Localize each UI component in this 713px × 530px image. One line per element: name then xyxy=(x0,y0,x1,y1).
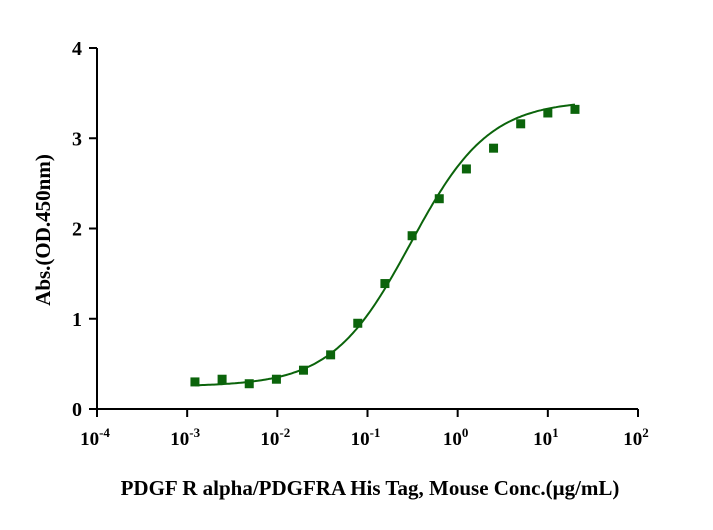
data-points xyxy=(190,104,580,389)
x-axis: 10-4 10-3 10-2 10-1 100 101 102 xyxy=(80,408,649,450)
data-point xyxy=(217,374,227,384)
data-point xyxy=(407,231,417,241)
x-tick-label: 101 xyxy=(533,425,559,450)
x-tick-label: 100 xyxy=(443,425,469,450)
y-tick-label: 0 xyxy=(72,399,82,421)
x-tick-label: 102 xyxy=(623,425,649,450)
data-point xyxy=(244,379,254,389)
y-tick-label: 4 xyxy=(72,38,82,60)
data-point xyxy=(489,143,499,153)
y-axis-label: Abs.(OD.450nm) xyxy=(31,154,55,306)
data-point xyxy=(570,104,580,114)
data-point xyxy=(461,164,471,174)
data-point xyxy=(516,119,526,129)
data-point xyxy=(271,374,281,384)
y-tick-label: 3 xyxy=(72,128,82,150)
y-tick-label: 1 xyxy=(72,309,82,331)
data-point xyxy=(298,365,308,375)
data-point xyxy=(353,318,363,328)
data-point xyxy=(190,377,200,387)
x-tick-label: 10-3 xyxy=(170,425,200,450)
fit-curve xyxy=(194,103,576,387)
data-point xyxy=(326,350,336,360)
data-point xyxy=(543,108,553,118)
x-tick-label: 10-1 xyxy=(351,425,381,450)
y-axis: 0 1 2 3 4 xyxy=(72,38,98,421)
y-tick-label: 2 xyxy=(72,219,82,241)
data-point xyxy=(434,194,444,204)
x-tick-label: 10-4 xyxy=(80,425,110,450)
x-tick-label: 10-2 xyxy=(260,425,290,450)
x-axis-label: PDGF R alpha/PDGFRA His Tag, Mouse Conc.… xyxy=(121,476,620,500)
data-point xyxy=(380,279,390,289)
